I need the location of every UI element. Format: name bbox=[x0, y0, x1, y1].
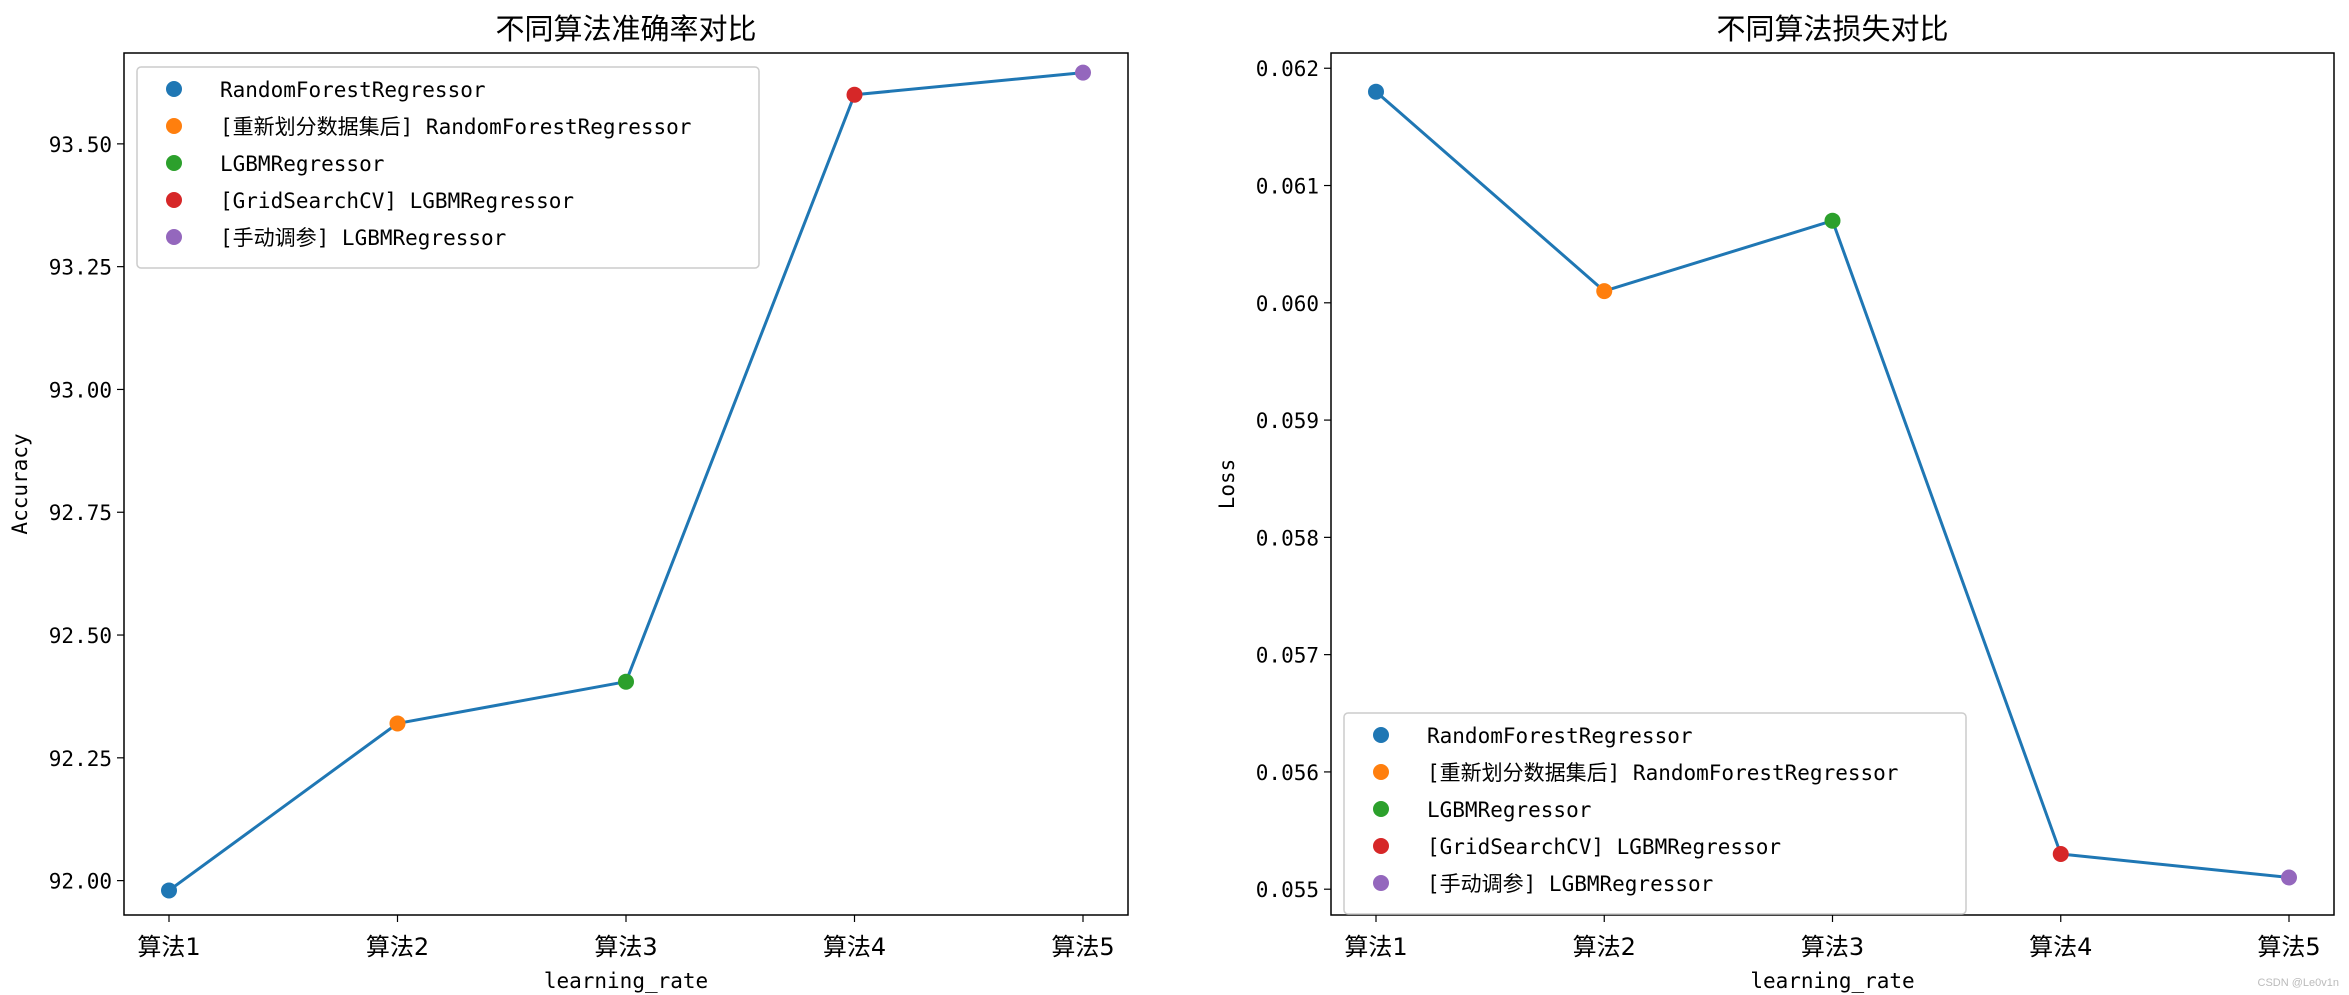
legend: RandomForestRegressor [重新划分数据集后] RandomFo… bbox=[1343, 712, 1967, 915]
x-tick-label: 算法5 bbox=[1051, 933, 1114, 961]
legend-marker bbox=[1373, 727, 1389, 743]
legend-marker bbox=[166, 155, 182, 171]
y-tick-label: 92.50 bbox=[49, 624, 112, 648]
legend-marker bbox=[1373, 801, 1389, 817]
legend-marker bbox=[166, 81, 182, 97]
data-point bbox=[161, 882, 177, 899]
y-tick-label: 93.50 bbox=[49, 133, 112, 157]
data-point bbox=[846, 86, 863, 103]
legend-marker bbox=[1373, 764, 1389, 780]
data-point bbox=[1824, 212, 1841, 229]
legend-label: RandomForestRegressor bbox=[220, 78, 486, 102]
x-axis-label: learning_rate bbox=[544, 969, 708, 993]
legend-label: [手动调参] LGBMRegressor bbox=[1427, 872, 1713, 896]
data-point bbox=[618, 673, 634, 690]
y-axis-label: Loss bbox=[1215, 459, 1239, 510]
legend: RandomForestRegressor [重新划分数据集后] RandomFo… bbox=[136, 66, 760, 269]
y-axis-label: Accuracy bbox=[8, 433, 32, 534]
legend-marker bbox=[166, 118, 182, 134]
y-tick-label: 0.055 bbox=[1256, 878, 1319, 902]
x-tick-label: 算法2 bbox=[1573, 933, 1636, 961]
legend-label: [GridSearchCV] LGBMRegressor bbox=[1427, 835, 1781, 859]
chart-accuracy: 不同算法准确率对比 92.00 92.25 92.50 92.75 93.00 93.25 9… bbox=[8, 12, 1129, 993]
x-tick-label: 算法5 bbox=[2257, 933, 2320, 961]
x-tick-label: 算法4 bbox=[823, 933, 886, 961]
y-tick-label: 0.062 bbox=[1256, 57, 1319, 81]
legend-label: [重新划分数据集后] RandomForestRegressor bbox=[220, 115, 691, 139]
legend-frame bbox=[1343, 712, 1967, 915]
y-tick-label: 0.061 bbox=[1256, 175, 1319, 199]
data-point bbox=[1075, 64, 1091, 81]
data-point bbox=[389, 715, 406, 732]
legend-marker bbox=[166, 192, 182, 208]
x-tick-label: 算法2 bbox=[366, 933, 429, 961]
x-tick-label: 算法3 bbox=[594, 933, 657, 961]
y-tick-label: 0.057 bbox=[1256, 644, 1319, 668]
legend-label: LGBMRegressor bbox=[220, 152, 384, 176]
x-tick-label: 算法3 bbox=[1801, 933, 1864, 961]
x-tick-label: 算法1 bbox=[1344, 933, 1407, 961]
x-tick-label: 算法1 bbox=[137, 933, 200, 961]
legend-marker bbox=[166, 229, 182, 245]
y-tick-label: 92.75 bbox=[49, 501, 112, 525]
legend-frame bbox=[136, 66, 760, 269]
x-tick-label: 算法4 bbox=[2029, 933, 2092, 961]
y-tick-label: 93.00 bbox=[49, 378, 112, 402]
legend-label: [重新划分数据集后] RandomForestRegressor bbox=[1427, 761, 1898, 785]
legend-label: RandomForestRegressor bbox=[1427, 724, 1693, 748]
data-point bbox=[1596, 283, 1613, 300]
x-axis-label: learning_rate bbox=[1750, 969, 1914, 993]
legend-label: [手动调参] LGBMRegressor bbox=[220, 226, 506, 250]
y-tick-label: 93.25 bbox=[49, 256, 112, 280]
chart-title: 不同算法准确率对比 bbox=[495, 12, 756, 46]
y-tick-label: 92.25 bbox=[49, 747, 112, 771]
watermark: CSDN @Le0v1n bbox=[2257, 977, 2339, 989]
legend-marker bbox=[1373, 838, 1389, 854]
chart-title: 不同算法损失对比 bbox=[1716, 12, 1948, 46]
y-tick-label: 0.056 bbox=[1256, 761, 1319, 785]
legend-marker bbox=[1373, 875, 1389, 891]
legend-label: LGBMRegressor bbox=[1427, 798, 1591, 822]
chart-loss: 不同算法损失对比 0.055 0.056 0.057 0.058 0.059 0.060 0.… bbox=[1215, 12, 2335, 993]
data-point bbox=[2281, 869, 2297, 886]
data-point bbox=[2052, 846, 2069, 863]
legend-label: [GridSearchCV] LGBMRegressor bbox=[220, 189, 574, 213]
y-tick-label: 0.059 bbox=[1256, 409, 1319, 433]
y-tick-label: 0.058 bbox=[1256, 526, 1319, 550]
y-tick-label: 92.00 bbox=[49, 870, 112, 894]
y-tick-label: 0.060 bbox=[1256, 292, 1319, 316]
data-point bbox=[1368, 83, 1384, 100]
